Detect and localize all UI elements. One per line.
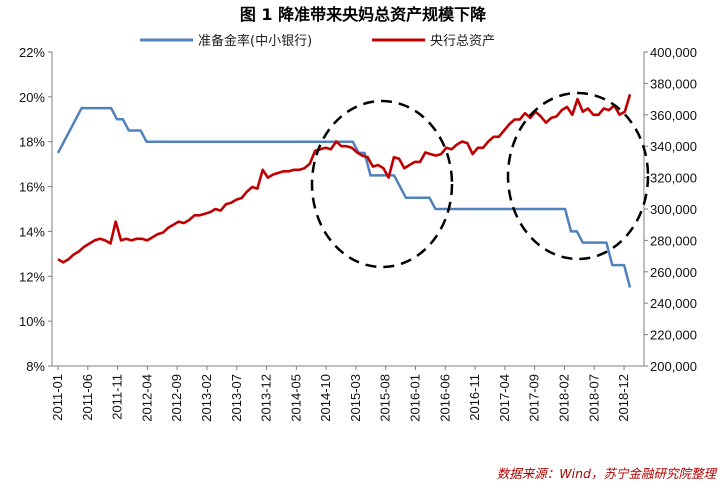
x-tick-label: 2013-02 bbox=[199, 374, 214, 422]
x-tick-label: 2018-02 bbox=[556, 374, 571, 422]
x-tick-label: 2012-04 bbox=[139, 374, 154, 422]
right-y-tick-label: 300,000 bbox=[650, 202, 697, 217]
x-tick-label: 2013-12 bbox=[259, 374, 274, 422]
right-y-tick-label: 280,000 bbox=[650, 233, 697, 248]
right-y-tick-label: 260,000 bbox=[650, 265, 697, 280]
series-line-reserve-ratio bbox=[56, 106, 632, 288]
annotation-circle-2018 bbox=[506, 91, 650, 261]
left-y-tick-label: 8% bbox=[26, 359, 45, 374]
left-y-tick-label: 18% bbox=[19, 135, 45, 150]
right-y-tick-label: 220,000 bbox=[650, 328, 697, 343]
right-y-tick-label: 400,000 bbox=[650, 45, 697, 60]
right-y-tick-label: 380,000 bbox=[650, 76, 697, 91]
annotation-circle-2015 bbox=[310, 99, 454, 269]
legend: 准备金率(中小银行) 央行总资产 bbox=[140, 33, 495, 49]
legend-label-central-bank-assets: 央行总资产 bbox=[430, 34, 495, 49]
right-y-tick-label: 240,000 bbox=[650, 296, 697, 311]
x-tick-label: 2011-01 bbox=[50, 374, 65, 421]
right-y-tick-label: 340,000 bbox=[650, 139, 697, 154]
left-y-tick-label: 22% bbox=[19, 45, 45, 60]
x-tick-label: 2014-05 bbox=[288, 374, 303, 422]
series-lines bbox=[56, 94, 632, 288]
x-tick-label: 2017-04 bbox=[497, 374, 512, 422]
x-tick-label: 2016-11 bbox=[467, 374, 482, 421]
legend-label-reserve-ratio: 准备金率(中小银行) bbox=[198, 33, 312, 49]
left-y-tick-label: 20% bbox=[19, 90, 45, 105]
left-y-tick-label: 16% bbox=[19, 180, 45, 195]
x-tick-label: 2017-09 bbox=[527, 374, 542, 422]
source-note: 数据来源：Wind，苏宁金融研究院整理 bbox=[497, 466, 718, 481]
chart-title: 图 1 降准带来央妈总资产规模下降 bbox=[240, 5, 487, 24]
right-y-tick-label: 320,000 bbox=[650, 171, 697, 186]
right-y-tick-label: 360,000 bbox=[650, 108, 697, 123]
x-tick-label: 2013-07 bbox=[229, 374, 244, 422]
x-tick-label: 2011-11 bbox=[110, 374, 125, 420]
x-tick-label: 2015-03 bbox=[348, 374, 363, 422]
x-tick-label: 2015-08 bbox=[378, 374, 393, 422]
tick-labels: 8% 10% 12% 14% 16% 18% 20% 22% 200,000 220,000 240… bbox=[19, 45, 697, 422]
left-y-tick-label: 10% bbox=[19, 314, 45, 329]
x-tick-label: 2016-01 bbox=[408, 374, 423, 422]
x-tick-label: 2018-12 bbox=[616, 374, 631, 422]
left-y-tick-label: 14% bbox=[19, 224, 45, 239]
series-line-central-bank-assets bbox=[57, 94, 632, 264]
x-tick-label: 2011-06 bbox=[80, 374, 95, 421]
x-tick-label: 2012-09 bbox=[169, 374, 184, 422]
x-tick-label: 2018-07 bbox=[586, 374, 601, 422]
x-tick-label: 2014-10 bbox=[318, 374, 333, 422]
x-tick-label: 2016-06 bbox=[437, 374, 452, 422]
right-y-tick-label: 200,000 bbox=[650, 359, 697, 374]
left-y-tick-label: 12% bbox=[19, 269, 45, 284]
axes bbox=[48, 51, 648, 370]
